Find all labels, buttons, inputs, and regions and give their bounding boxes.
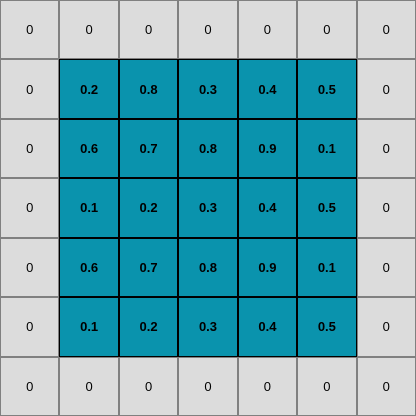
padding-cell: 0	[179, 357, 237, 415]
padding-cell: 0	[60, 357, 118, 415]
input-cell: 0.1	[297, 118, 357, 179]
padding-cell: 0	[60, 1, 118, 59]
padding-cell: 0	[119, 1, 178, 59]
input-cell: 0.9	[237, 237, 298, 298]
padding-cell: 0	[238, 1, 297, 59]
input-cell: 0.5	[297, 297, 357, 357]
input-cell: 0.8	[178, 237, 238, 298]
input-cell: 0.3	[178, 59, 238, 119]
input-cell: 0.2	[118, 297, 179, 357]
input-cell: 0.4	[237, 178, 298, 238]
input-cell: 0.8	[178, 118, 238, 179]
padding-cell: 0	[357, 60, 415, 118]
padding-cell: 0	[357, 179, 415, 237]
input-cell: 0.4	[237, 59, 298, 119]
input-cell: 0.9	[237, 118, 298, 179]
padding-cell: 0	[179, 1, 237, 59]
input-cell: 0.7	[118, 118, 179, 179]
padding-cell: 0	[357, 238, 415, 297]
input-cell: 0.7	[118, 237, 179, 298]
padding-cell: 0	[1, 238, 59, 297]
padding-cell: 0	[238, 357, 297, 415]
input-cell: 0.1	[59, 178, 119, 238]
input-cell: 0.2	[59, 59, 119, 119]
input-cell: 0.2	[118, 178, 179, 238]
padding-cell: 0	[357, 298, 415, 356]
input-cell: 0.4	[237, 297, 298, 357]
input-cell: 0.1	[297, 237, 357, 298]
input-cell: 0.3	[178, 297, 238, 357]
input-cell: 0.5	[297, 59, 357, 119]
padding-cell: 0	[1, 179, 59, 237]
padding-cell: 0	[298, 1, 356, 59]
padding-cell: 0	[1, 357, 59, 415]
padding-cell: 0	[357, 119, 415, 178]
padding-cell: 0	[357, 1, 415, 59]
padding-cell: 0	[298, 357, 356, 415]
input-cell: 0.3	[178, 178, 238, 238]
input-cell: 0.8	[118, 59, 179, 119]
input-cell: 0.5	[297, 178, 357, 238]
padding-cell: 0	[357, 357, 415, 415]
input-cell: 0.1	[59, 297, 119, 357]
padding-cell: 0	[1, 1, 59, 59]
input-cell: 0.6	[59, 118, 119, 179]
padding-cell: 0	[1, 298, 59, 356]
input-cell: 0.6	[59, 237, 119, 298]
padding-cell: 0	[1, 60, 59, 118]
padding-cell: 0	[119, 357, 178, 415]
padding-cell: 0	[1, 119, 59, 178]
